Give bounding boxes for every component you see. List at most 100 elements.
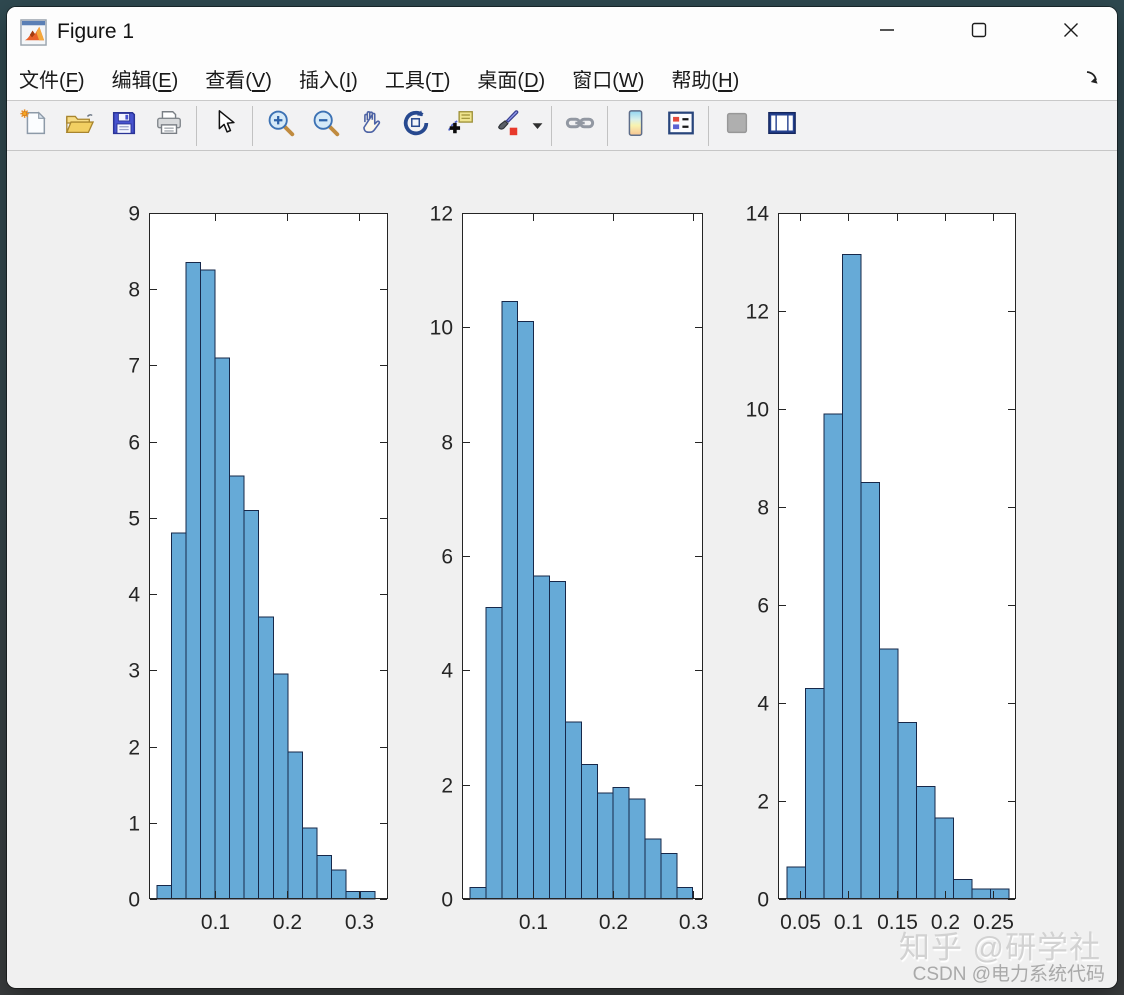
menu-item-e[interactable]: 编辑(E) bbox=[112, 64, 179, 93]
brush-icon bbox=[491, 108, 521, 143]
histogram-bar bbox=[201, 270, 216, 899]
y-tick-label: 12 bbox=[430, 203, 453, 226]
link-plot-button[interactable] bbox=[557, 105, 602, 147]
data-cursor-icon bbox=[446, 108, 476, 143]
histogram-bar bbox=[824, 414, 843, 899]
y-tick-label: 3 bbox=[128, 660, 140, 683]
y-tick-label: 9 bbox=[128, 203, 140, 226]
y-tick-label: 14 bbox=[746, 203, 770, 226]
histogram-bar bbox=[171, 533, 186, 899]
y-tick-label: 7 bbox=[128, 355, 140, 378]
histogram-plots: 0.10.20.301234567890.10.20.30246810120.0… bbox=[7, 151, 1117, 987]
rotate-3d-button[interactable] bbox=[393, 105, 438, 147]
y-tick-label: 5 bbox=[128, 508, 140, 531]
brush-dropdown-button[interactable] bbox=[528, 105, 546, 147]
show-plot-tools-icon bbox=[767, 108, 797, 143]
histogram-bar bbox=[470, 888, 486, 899]
histogram-bar bbox=[550, 582, 566, 899]
histogram-bar bbox=[288, 752, 303, 899]
histogram-bar bbox=[898, 723, 917, 899]
close-button[interactable] bbox=[1025, 7, 1117, 57]
hide-plot-tools-button bbox=[714, 105, 759, 147]
menu-item-f[interactable]: 文件(F) bbox=[19, 64, 85, 93]
histogram-bar bbox=[215, 358, 230, 899]
x-tick-label: 0.1 bbox=[519, 911, 548, 934]
y-tick-label: 2 bbox=[128, 737, 140, 760]
window-controls bbox=[841, 7, 1117, 57]
insert-colorbar-button[interactable] bbox=[613, 105, 658, 147]
y-tick-label: 0 bbox=[128, 889, 140, 912]
title-bar: Figure 1 bbox=[7, 7, 1117, 57]
print-figure-button[interactable] bbox=[146, 105, 191, 147]
histogram-bar bbox=[346, 891, 361, 899]
print-icon bbox=[154, 108, 184, 143]
histogram-bar bbox=[787, 867, 806, 899]
histogram-bar bbox=[486, 607, 502, 899]
toolbar-separator bbox=[607, 106, 608, 146]
data-cursor-button[interactable] bbox=[438, 105, 483, 147]
histogram-bar bbox=[806, 688, 825, 899]
pointer-arrow-icon bbox=[210, 108, 240, 143]
histogram-bar bbox=[565, 722, 581, 899]
histogram-bar bbox=[518, 322, 534, 899]
histogram-bar bbox=[597, 793, 613, 899]
histogram-bar bbox=[502, 302, 518, 899]
y-tick-label: 2 bbox=[757, 791, 769, 814]
histogram-bar bbox=[302, 828, 317, 899]
colorbar-icon bbox=[621, 108, 651, 143]
close-icon bbox=[1059, 18, 1083, 47]
window-title: Figure 1 bbox=[57, 20, 134, 44]
figure-canvas: 0.10.20.301234567890.10.20.30246810120.0… bbox=[7, 151, 1117, 987]
show-plot-tools-button[interactable] bbox=[759, 105, 804, 147]
histogram-bar bbox=[972, 889, 991, 899]
new-figure-icon bbox=[19, 108, 49, 143]
y-tick-label: 6 bbox=[128, 432, 140, 455]
matlab-logo-icon[interactable] bbox=[20, 19, 47, 46]
dock-figure-arrow-icon[interactable] bbox=[1083, 69, 1103, 89]
y-tick-label: 4 bbox=[441, 660, 453, 683]
new-figure-button[interactable] bbox=[11, 105, 56, 147]
menu-item-w[interactable]: 窗口(W) bbox=[572, 64, 644, 93]
histogram-bar bbox=[880, 649, 899, 899]
x-tick-label: 0.1 bbox=[201, 911, 230, 934]
pan-button[interactable] bbox=[348, 105, 393, 147]
histogram-bar bbox=[917, 786, 936, 899]
histogram-bar bbox=[331, 870, 346, 899]
menu-item-v[interactable]: 查看(V) bbox=[205, 64, 272, 93]
y-tick-label: 10 bbox=[746, 399, 769, 422]
menu-item-d[interactable]: 桌面(D) bbox=[477, 64, 545, 93]
histogram-bar bbox=[534, 576, 550, 899]
save-icon bbox=[109, 108, 139, 143]
histogram-bar bbox=[273, 674, 288, 899]
y-tick-label: 1 bbox=[128, 813, 140, 836]
menu-item-i[interactable]: 插入(I) bbox=[299, 64, 358, 93]
y-tick-label: 10 bbox=[430, 317, 453, 340]
toolbar-separator bbox=[252, 106, 253, 146]
minimize-button[interactable] bbox=[841, 7, 933, 57]
figure-window: Figure 1 文件(F) 编辑(E) 查看(V) 插入(I) 工具(T) 桌面(D) 窗… bbox=[7, 7, 1117, 988]
maximize-icon bbox=[967, 18, 991, 47]
menu-item-t[interactable]: 工具(T) bbox=[385, 64, 451, 93]
zoom-in-button[interactable] bbox=[258, 105, 303, 147]
menu-bar: 文件(F) 编辑(E) 查看(V) 插入(I) 工具(T) 桌面(D) 窗口(W) 帮助(H) bbox=[7, 57, 1117, 100]
dropdown-caret-icon bbox=[532, 117, 543, 135]
save-figure-button[interactable] bbox=[101, 105, 146, 147]
brush-data-button[interactable] bbox=[483, 105, 528, 147]
toolbar-separator bbox=[708, 106, 709, 146]
y-tick-label: 6 bbox=[441, 546, 453, 569]
y-tick-label: 4 bbox=[757, 693, 769, 716]
y-tick-label: 4 bbox=[128, 584, 140, 607]
zoom-out-button[interactable] bbox=[303, 105, 348, 147]
histogram-bar bbox=[861, 483, 880, 900]
open-file-button[interactable] bbox=[56, 105, 101, 147]
histogram-subplot-2: 0.10.20.3024681012 bbox=[430, 203, 708, 935]
menu-item-h[interactable]: 帮助(H) bbox=[671, 64, 739, 93]
maximize-button[interactable] bbox=[933, 7, 1025, 57]
x-tick-label: 0.2 bbox=[273, 911, 302, 934]
open-folder-icon bbox=[64, 108, 94, 143]
x-tick-label: 0.1 bbox=[834, 911, 863, 934]
edit-plot-button[interactable] bbox=[202, 105, 247, 147]
watermark-csdn: CSDN @电力系统代码 bbox=[913, 959, 1105, 986]
insert-legend-button[interactable] bbox=[658, 105, 703, 147]
y-tick-label: 0 bbox=[757, 889, 769, 912]
